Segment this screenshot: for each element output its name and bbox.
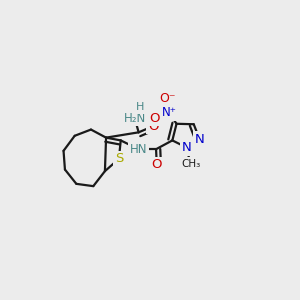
Text: S: S — [115, 152, 123, 165]
Text: CH₃: CH₃ — [182, 158, 201, 169]
Text: O⁻: O⁻ — [159, 92, 175, 105]
Text: N: N — [195, 133, 204, 146]
Text: N: N — [182, 141, 191, 154]
Text: O: O — [152, 158, 162, 171]
Text: O: O — [149, 112, 160, 124]
Text: H: H — [136, 102, 145, 112]
Text: N⁺: N⁺ — [161, 106, 176, 119]
Text: HN: HN — [130, 143, 147, 156]
Text: O: O — [148, 120, 158, 133]
Text: H₂N: H₂N — [124, 112, 146, 124]
